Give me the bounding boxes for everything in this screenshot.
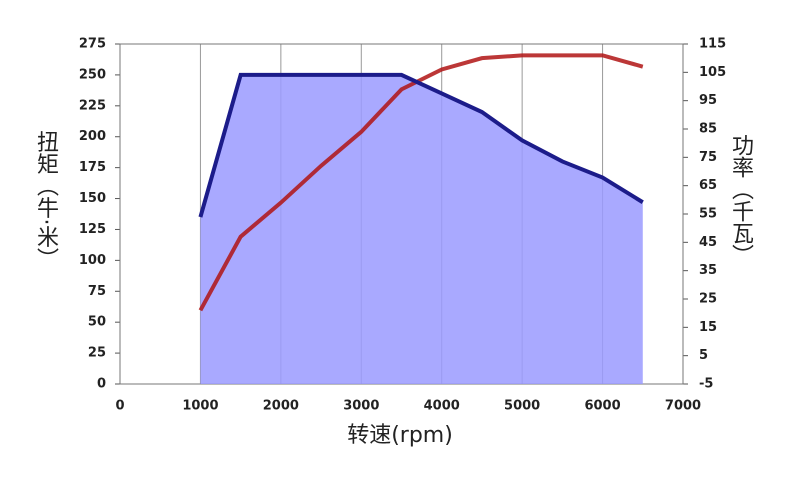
y2-tick-label: 95 (699, 93, 717, 108)
y-tick-label: 150 (79, 191, 106, 206)
y-tick-label: 275 (79, 37, 106, 52)
y-tick-label: 100 (79, 253, 106, 268)
area (200, 74, 643, 384)
y-tick-label: 200 (79, 129, 106, 144)
x-tick-label: 0 (115, 399, 124, 414)
line (198, 53, 644, 312)
y2-tick-label: 45 (699, 235, 717, 250)
y-tick-label: 250 (79, 67, 106, 82)
y2-tick-label: 65 (699, 178, 717, 193)
y-tick-label: 225 (79, 98, 106, 113)
x-axis-label: 转速(rpm) (347, 423, 453, 448)
x-tick-label: 7000 (665, 399, 701, 414)
y2-tick-label: 115 (699, 37, 726, 52)
y-tick-label: 75 (88, 284, 106, 299)
y2-tick-label: 25 (699, 292, 717, 307)
y2-axis-label: 功率（千瓦） (728, 134, 754, 266)
y-tick-label: 175 (79, 160, 106, 175)
y-tick-label: 50 (88, 315, 106, 330)
x-tick-label: 1000 (182, 399, 218, 414)
y2-tick-label: 15 (699, 320, 717, 335)
y2-tick-label: 5 (699, 348, 708, 363)
y2-tick-label: 85 (699, 122, 717, 137)
y2-tick-label: -5 (699, 377, 713, 392)
y2-tick-label: 105 (699, 65, 726, 80)
x-tick-label: 4000 (424, 399, 460, 414)
x-tick-label: 5000 (504, 399, 540, 414)
y2-tick-label: 75 (699, 150, 717, 165)
y2-tick-label: 35 (699, 263, 717, 278)
x-tick-label: 3000 (343, 399, 379, 414)
line (198, 72, 644, 218)
y-tick-label: 125 (79, 222, 106, 237)
y-tick-label: 25 (88, 346, 106, 361)
x-tick-label: 2000 (263, 399, 299, 414)
y-axis-label: 扭矩（牛·米） (33, 131, 59, 270)
y2-tick-label: 55 (699, 207, 717, 222)
y-tick-label: 0 (97, 377, 106, 392)
x-tick-label: 6000 (584, 399, 620, 414)
